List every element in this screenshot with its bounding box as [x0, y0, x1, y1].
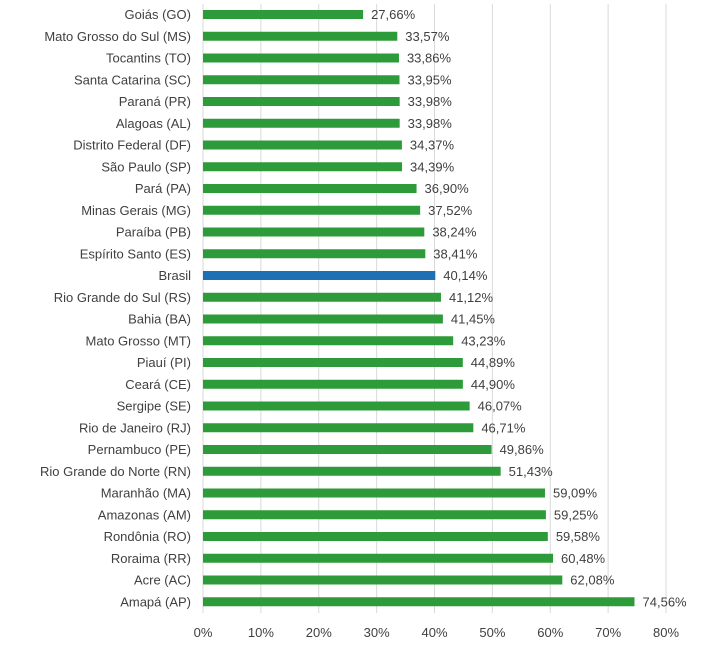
bar [203, 510, 546, 520]
bar [203, 423, 474, 433]
bar [203, 314, 443, 324]
category-label: Minas Gerais (MG) [81, 203, 191, 218]
x-tick-label: 0% [194, 625, 213, 640]
category-labels: Goiás (GO) Mato Grosso do Sul (MS) Tocanti… [40, 7, 191, 609]
bar [203, 575, 563, 585]
bar [203, 10, 364, 19]
bar [203, 205, 421, 215]
value-labels: 27,66% 33,57% 33,86% 33,95% 33,98% 33,98% 34,3… [371, 7, 687, 609]
category-label: Rio Grande do Norte (RN) [40, 464, 191, 479]
bar [203, 553, 554, 563]
data-label: 41,45% [451, 312, 496, 327]
data-label: 38,41% [433, 246, 478, 261]
bar [203, 227, 425, 237]
category-label: Goiás (GO) [125, 7, 191, 22]
data-label: 74,56% [643, 594, 688, 609]
data-label: 37,52% [428, 203, 473, 218]
category-label: Bahia (BA) [128, 312, 191, 327]
data-label: 62,08% [570, 573, 615, 588]
bar [203, 292, 441, 302]
category-label: Pernambuco (PE) [88, 442, 191, 457]
data-label: 34,39% [410, 159, 455, 174]
data-label: 33,57% [405, 29, 450, 44]
x-tick-label: 50% [479, 625, 505, 640]
category-label: Rio de Janeiro (RJ) [79, 420, 191, 435]
bar [203, 379, 463, 389]
bar [203, 97, 400, 106]
data-label: 41,12% [449, 290, 494, 305]
data-label: 59,58% [556, 529, 601, 544]
category-label: Amazonas (AM) [98, 507, 191, 522]
category-label: Tocantins (TO) [106, 51, 191, 66]
category-label: Distrito Federal (DF) [73, 138, 191, 153]
bar [203, 488, 545, 498]
category-label: São Paulo (SP) [101, 159, 191, 174]
category-label: Piauí (PI) [137, 355, 191, 370]
category-label: Santa Catarina (SC) [74, 72, 191, 87]
data-label: 46,07% [478, 399, 523, 414]
data-label: 60,48% [561, 551, 606, 566]
x-tick-label: 40% [421, 625, 447, 640]
category-label: Rio Grande do Sul (RS) [54, 290, 191, 305]
category-label: Paraíba (PB) [116, 225, 191, 240]
data-label: 51,43% [509, 464, 554, 479]
data-label: 33,95% [407, 72, 452, 87]
data-label: 59,09% [553, 486, 598, 501]
data-label: 43,23% [461, 333, 506, 348]
data-label: 27,66% [371, 7, 416, 22]
bar [203, 118, 400, 128]
category-label: Rondônia (RO) [104, 529, 191, 544]
bar [203, 358, 463, 367]
bar [203, 445, 492, 454]
bar [203, 31, 398, 41]
bar [203, 75, 400, 85]
category-label: Paraná (PR) [119, 94, 191, 109]
bars [203, 10, 635, 607]
x-axis-tick-labels: 0% 10% 20% 30% 40% 50% 60% 70% 80% [194, 625, 680, 640]
x-tick-label: 30% [364, 625, 390, 640]
bar [203, 336, 454, 346]
category-label: Sergipe (SE) [117, 399, 191, 414]
category-label: Alagoas (AL) [116, 116, 191, 131]
data-label: 49,86% [500, 442, 545, 457]
x-tick-label: 20% [306, 625, 332, 640]
x-tick-label: 10% [248, 625, 274, 640]
bar [203, 140, 402, 150]
data-label: 40,14% [443, 268, 488, 283]
data-label: 34,37% [410, 138, 455, 153]
bar [203, 53, 399, 63]
data-label: 59,25% [554, 507, 599, 522]
data-label: 44,90% [471, 377, 516, 392]
category-label: Maranhão (MA) [101, 486, 191, 501]
data-label: 38,24% [432, 225, 477, 240]
bar [203, 184, 417, 193]
data-label: 44,89% [471, 355, 516, 370]
category-label: Acre (AC) [134, 573, 191, 588]
bar [203, 249, 426, 259]
x-tick-label: 80% [653, 625, 679, 640]
x-tick-label: 60% [537, 625, 563, 640]
data-label: 36,90% [425, 181, 470, 196]
bar [203, 401, 470, 411]
data-label: 33,86% [407, 51, 452, 66]
category-label: Amapá (AP) [120, 594, 191, 609]
data-label: 33,98% [408, 116, 453, 131]
category-label: Ceará (CE) [125, 377, 191, 392]
category-label: Mato Grosso (MT) [86, 333, 191, 348]
category-label: Brasil [158, 268, 191, 283]
bar [203, 532, 548, 541]
bar [203, 597, 635, 607]
bar [203, 162, 403, 172]
data-label: 46,71% [481, 420, 526, 435]
bar [203, 466, 501, 476]
bar-highlight [203, 271, 436, 280]
x-tick-label: 70% [595, 625, 621, 640]
category-label: Roraima (RR) [111, 551, 191, 566]
category-label: Mato Grosso do Sul (MS) [44, 29, 191, 44]
data-label: 33,98% [408, 94, 453, 109]
category-label: Espírito Santo (ES) [80, 246, 191, 261]
category-label: Pará (PA) [135, 181, 191, 196]
